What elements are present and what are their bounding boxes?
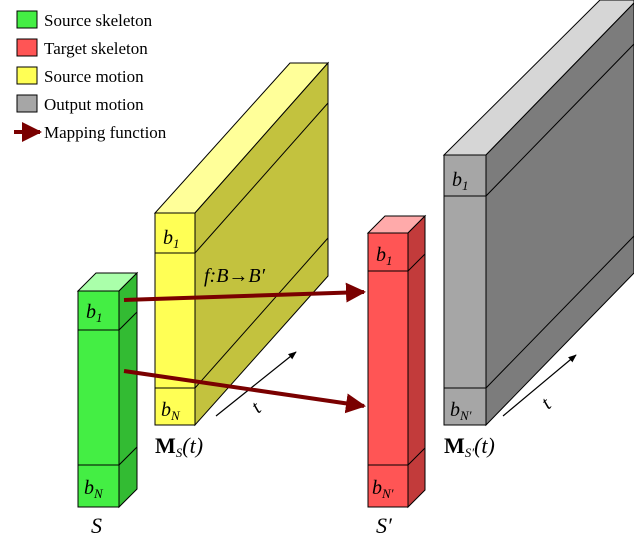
source-motion-slab: b1 bN t (153, 61, 330, 427)
source-motion-symbol: MS(t) (155, 433, 203, 460)
legend-label-mapping-function: Mapping function (44, 123, 167, 142)
output-motion-symbol: MS′(t) (444, 433, 495, 460)
mapping-function-label: f:B→B′ (204, 265, 266, 287)
output-motion-bN-label: bN′ (450, 399, 472, 423)
legend-swatch-source-skeleton (16, 10, 38, 29)
legend: Source skeleton Target skeleton Source m… (14, 10, 167, 142)
mapping-arrows: f:B→B′ (123, 265, 366, 414)
legend-swatch-target-skeleton (16, 38, 38, 57)
output-motion-slab: b1 bN′ t (442, 0, 634, 427)
legend-label-output-motion: Output motion (44, 95, 144, 114)
source-motion-bN-label: bN (161, 399, 181, 423)
source-skeleton-symbol: S (91, 513, 102, 538)
mapping-arrow-b1 (123, 282, 366, 303)
mapping-arrow-bN (123, 369, 366, 414)
source-time-arrow (215, 351, 297, 417)
legend-label-target-skeleton: Target skeleton (44, 39, 148, 58)
output-motion-b1-label: b1 (452, 169, 469, 193)
output-time-label: t (537, 393, 556, 414)
target-skeleton-b1-label: b1 (376, 244, 393, 268)
source-skeleton-b1-label: b1 (86, 301, 103, 325)
target-skeleton-symbol: S′ (376, 513, 393, 538)
source-skeleton-column: b1 bN (76, 271, 139, 509)
output-time-arrow (502, 354, 577, 417)
legend-label-source-skeleton: Source skeleton (44, 11, 153, 30)
source-skeleton-bN-label: bN (84, 477, 104, 501)
source-time-label: t (247, 397, 266, 418)
legend-label-source-motion: Source motion (44, 67, 144, 86)
target-skeleton-column: b1 bN′ (366, 214, 427, 509)
source-motion-b1-label: b1 (163, 227, 180, 251)
legend-swatch-source-motion (16, 66, 38, 85)
target-skeleton-bN-label: bN′ (372, 477, 394, 501)
legend-swatch-output-motion (16, 94, 38, 113)
